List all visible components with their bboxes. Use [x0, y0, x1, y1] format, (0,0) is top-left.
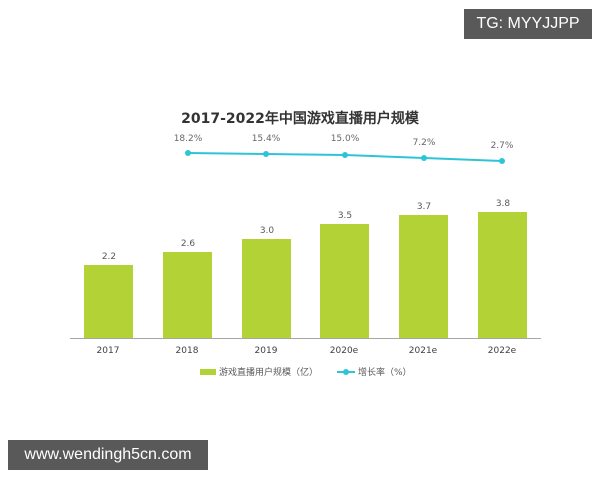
x-tick-label: 2020e: [329, 346, 359, 356]
bar-2019: [242, 239, 291, 338]
rate-label: 2.7%: [490, 141, 514, 151]
bar-value-label: 3.0: [259, 226, 275, 236]
legend-item-bar: 游戏直播用户规模（亿）: [200, 365, 318, 378]
bar-2021e: [399, 215, 448, 338]
x-axis: [70, 338, 541, 339]
rate-label: 7.2%: [412, 138, 436, 148]
bar-value-label: 2.6: [180, 239, 196, 249]
bar-2018: [163, 252, 212, 338]
legend-label: 游戏直播用户规模（亿）: [219, 368, 319, 378]
legend-label: 增长率（%）: [358, 368, 412, 378]
watermark-top: TG: MYYJJPP: [464, 9, 592, 39]
bar-value-label: 3.7: [416, 202, 432, 212]
bar-2017: [84, 265, 133, 338]
bar-value-label: 3.8: [495, 199, 511, 209]
bar-swatch-icon: [200, 368, 216, 375]
rate-label: 15.0%: [330, 134, 360, 144]
line-marker-icon: [337, 368, 355, 375]
x-tick-label: 2022e: [487, 346, 517, 356]
watermark-bottom: www.wendingh5cn.com: [8, 440, 208, 470]
rate-label: 15.4%: [251, 134, 281, 144]
rate-label: 18.2%: [173, 134, 203, 144]
bar-2020e: [320, 224, 369, 338]
bar-value-label: 3.5: [337, 211, 353, 221]
x-tick-label: 2021e: [408, 346, 438, 356]
chart-title: 2017-2022年中国游戏直播用户规模: [181, 111, 419, 127]
x-tick-label: 2017: [96, 346, 120, 356]
bar-2022e: [478, 212, 527, 338]
x-tick-label: 2018: [175, 346, 199, 356]
x-tick-label: 2019: [254, 346, 278, 356]
bar-value-label: 2.2: [101, 252, 117, 262]
legend-item-line: 增长率（%）: [337, 365, 412, 378]
